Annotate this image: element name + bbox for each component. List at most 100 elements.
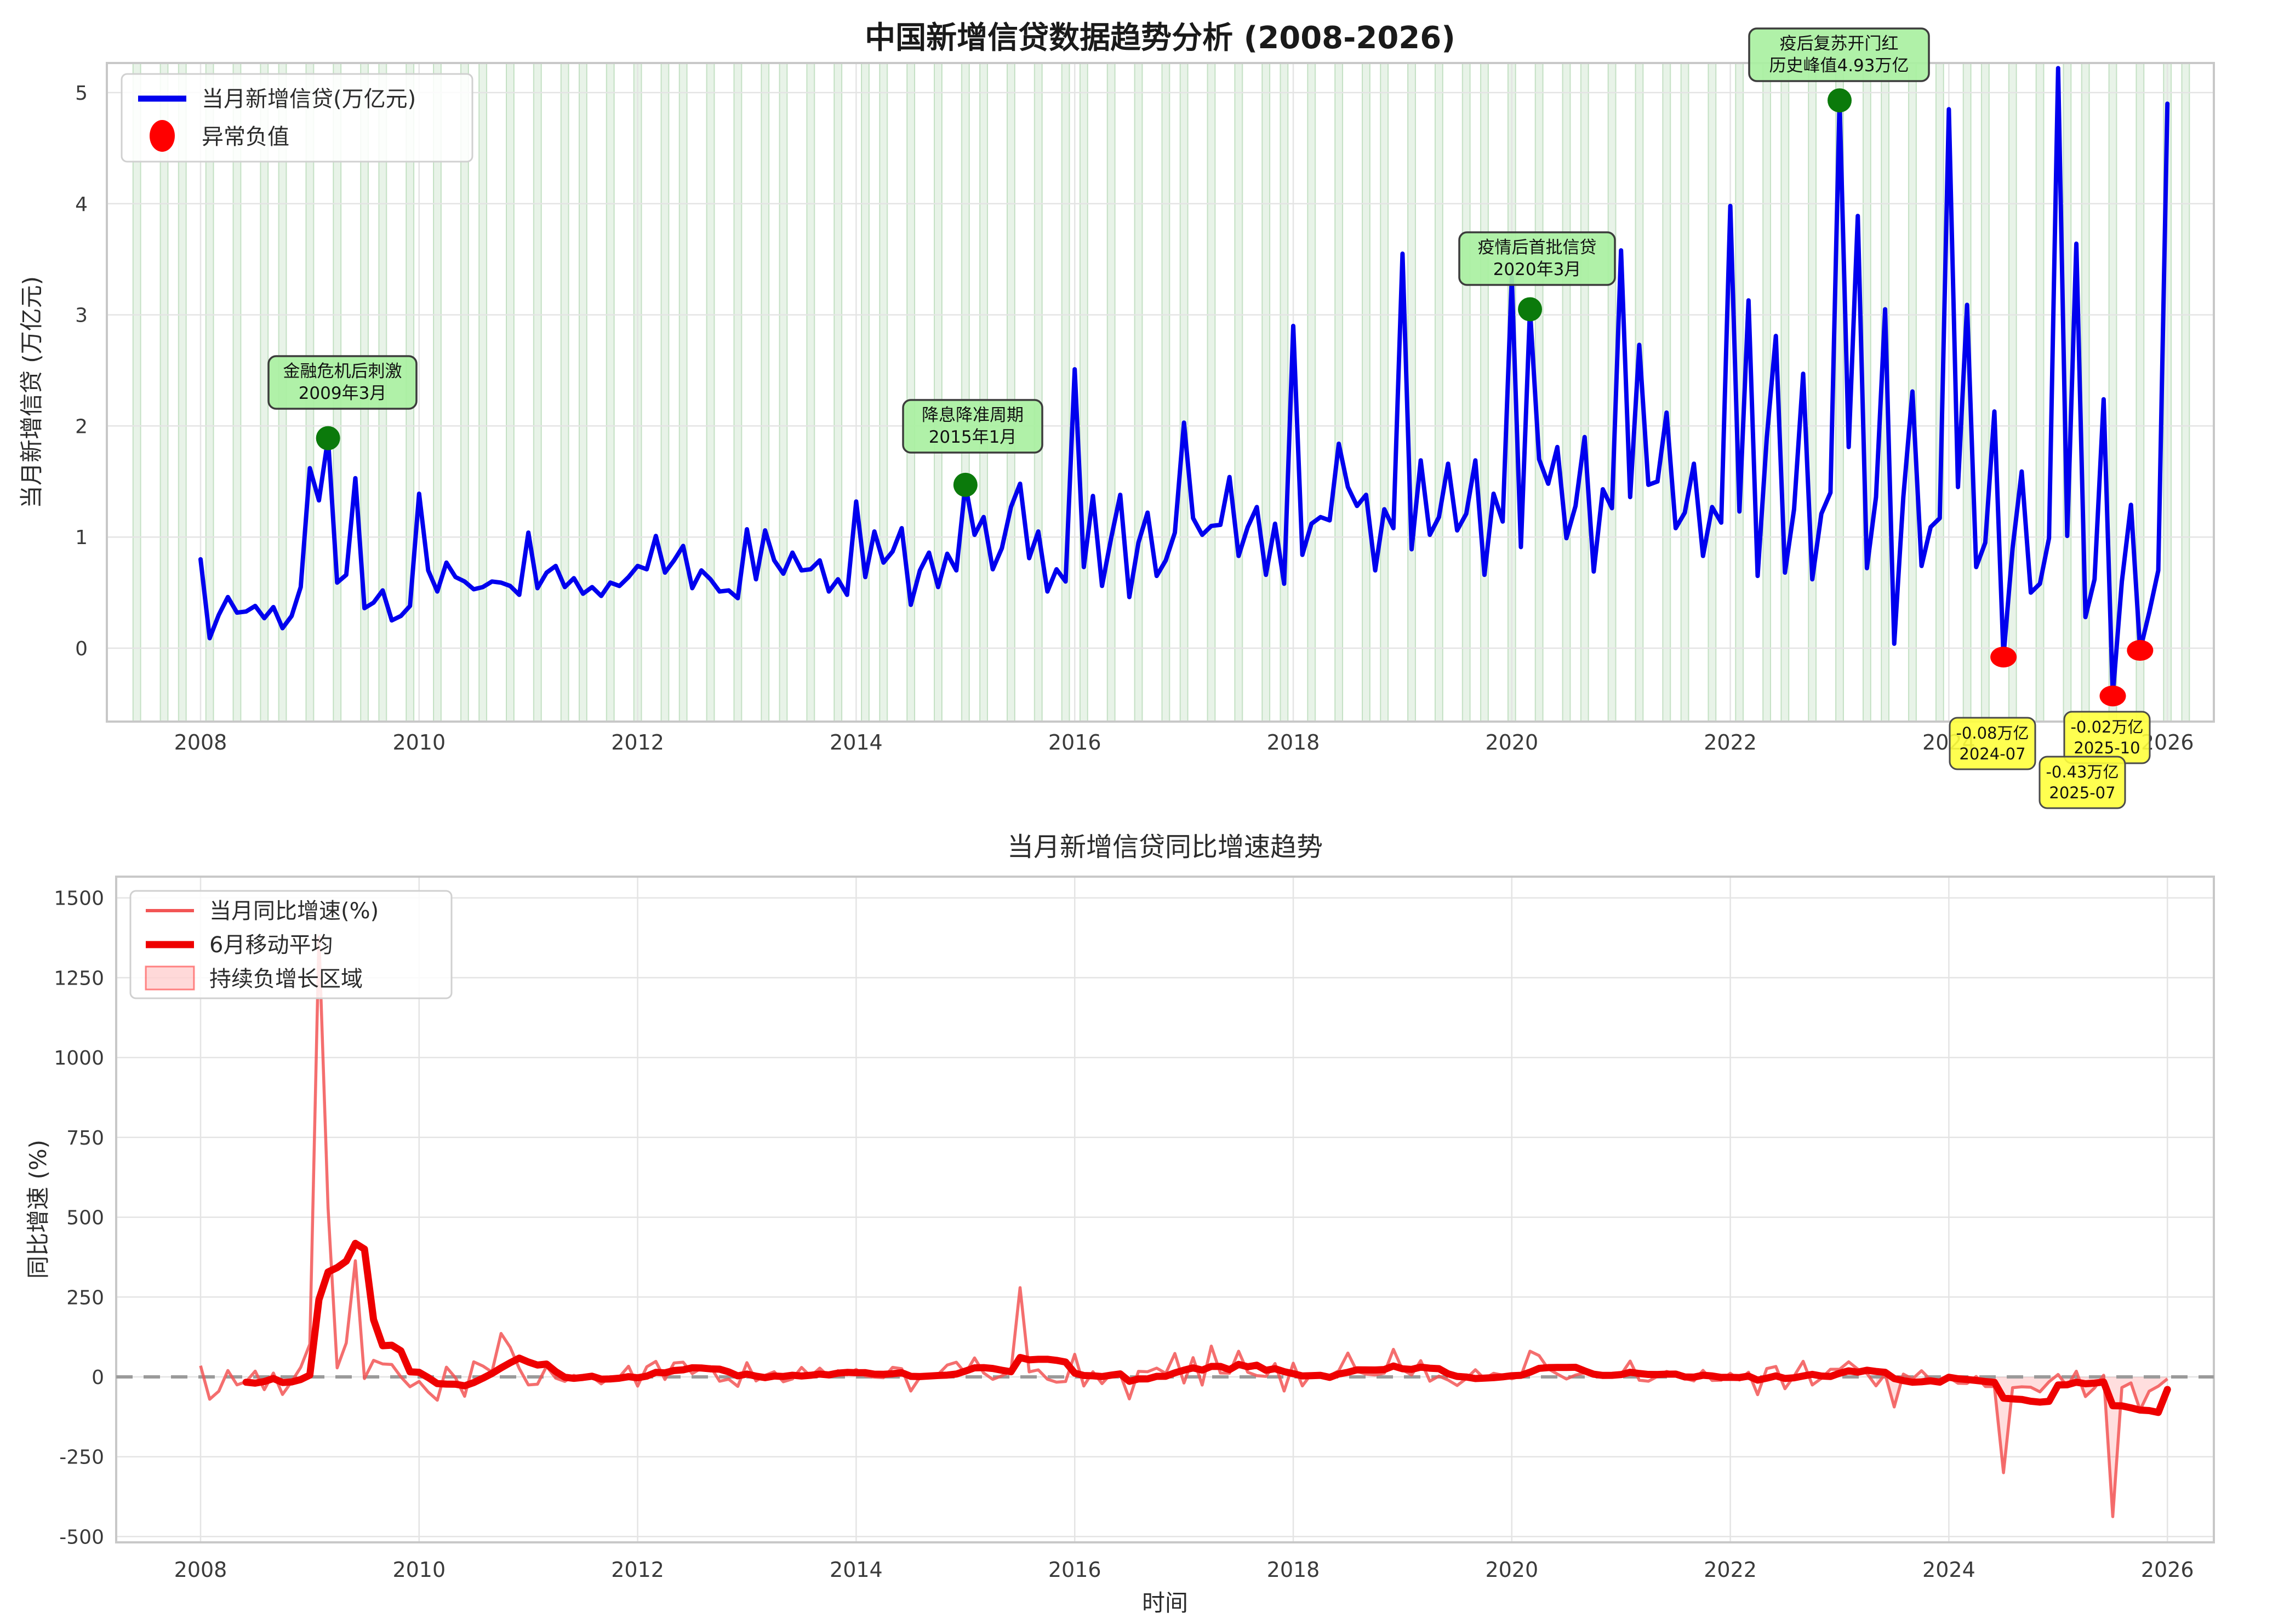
highlight-band	[1581, 63, 1589, 722]
annotation-text: 疫后复苏开门红	[1780, 34, 1899, 54]
bottom-y-tick-label: -250	[59, 1446, 104, 1469]
highlight-band	[779, 63, 787, 722]
top-x-tick-label: 2018	[1267, 730, 1320, 754]
bottom-y-tick-label: -500	[59, 1526, 104, 1548]
annotation-date: 2020年3月	[1493, 260, 1581, 279]
annotation-dot	[1518, 297, 1542, 321]
yoy-line	[201, 937, 2167, 1517]
highlight-band	[1663, 63, 1670, 722]
bottom-legend: 当月同比增速(%) 6月移动平均 持续负增长区域	[130, 891, 452, 998]
bottom-y-tick-label: 1000	[54, 1047, 104, 1070]
anomaly-label-2025-07: -0.43万亿 2025-07	[2040, 757, 2125, 808]
highlight-band	[1135, 63, 1143, 722]
annotation-date: 历史峰值4.93万亿	[1769, 56, 1909, 76]
highlight-band	[479, 63, 487, 722]
annotation-date: 2015年1月	[929, 427, 1017, 447]
top-x-tick-label: 2022	[1704, 730, 1757, 754]
top-y-tick-label: 3	[75, 305, 88, 327]
main-title: 中国新增信贷数据趋势分析 (2008-2026)	[865, 20, 1455, 56]
highlight-band	[1563, 63, 1571, 722]
moving-average-line	[246, 1243, 2167, 1413]
bottom-x-tick-label: 2008	[174, 1558, 227, 1582]
yoy-line-group	[201, 937, 2167, 1517]
highlight-band	[707, 63, 715, 722]
highlight-band	[534, 63, 541, 722]
highlight-band	[506, 63, 514, 722]
top-y-tick-label: 0	[75, 638, 88, 660]
annotation-text: 疫情后首批信贷	[1478, 238, 1597, 258]
bottom-legend-label-yoy: 当月同比增速(%)	[209, 899, 379, 924]
top-x-tick-label: 2020	[1485, 730, 1538, 754]
highlight-band	[934, 63, 942, 722]
highlight-band	[1080, 63, 1088, 722]
highlight-band	[1781, 63, 1789, 722]
top-x-tick-label: 2014	[830, 730, 883, 754]
bottom-y-tick-label: 0	[92, 1366, 104, 1389]
annotation-date: 2009年3月	[299, 384, 387, 403]
top-chart: 2008201020122014201620182020202220242026…	[18, 20, 2214, 808]
bottom-y-tick-label: 750	[66, 1127, 104, 1150]
top-x-ticks: 2008201020122014201620182020202220242026	[174, 730, 2194, 754]
annotation-text: 金融危机后刺激	[283, 362, 402, 381]
highlight-band	[579, 63, 587, 722]
highlight-band	[1162, 63, 1169, 722]
top-y-tick-label: 4	[75, 193, 88, 216]
annotation-box-2009: 金融危机后刺激 2009年3月	[269, 356, 416, 409]
moving-average-group	[246, 1243, 2167, 1413]
highlight-band	[907, 63, 915, 722]
bottom-y-tick-label: 500	[66, 1207, 104, 1230]
top-legend: 当月新增信贷(万亿元) 异常负值	[122, 74, 472, 162]
highlight-band	[1435, 63, 1443, 722]
highlight-band	[861, 63, 869, 722]
anomaly-value: -0.08万亿	[1956, 724, 2029, 742]
top-y-ticks: 012345	[75, 82, 88, 660]
highlight-band	[1107, 63, 1115, 722]
bottom-x-tick-label: 2010	[392, 1558, 446, 1582]
bottom-x-tick-label: 2014	[830, 1558, 883, 1582]
top-x-tick-label: 2008	[174, 730, 227, 754]
highlight-band	[1307, 63, 1315, 722]
annotation-dot	[1828, 88, 1852, 112]
annotation-text: 降息降准周期	[922, 405, 1024, 425]
top-x-tick-label: 2012	[611, 730, 664, 754]
bottom-x-tick-label: 2024	[1922, 1558, 1975, 1582]
highlight-band	[2082, 63, 2089, 722]
bottom-x-tick-label: 2026	[2141, 1558, 2194, 1582]
highlight-band	[561, 63, 569, 722]
highlight-band	[834, 63, 842, 722]
anomaly-date: 2024-07	[1959, 745, 2025, 763]
bottom-legend-label-region: 持续负增长区域	[209, 967, 363, 992]
highlight-band	[761, 63, 769, 722]
bottom-x-tick-label: 2016	[1048, 1558, 1101, 1582]
anomaly-dot	[2100, 685, 2126, 706]
figure: 2008 2010 2012 2014 2016 2018 2020 2022 2024 2026…	[0, 0, 2284, 1624]
bottom-title: 当月新增信贷同比增速趋势	[1007, 832, 1323, 862]
highlight-band	[1207, 63, 1215, 722]
anomaly-value: -0.43万亿	[2046, 763, 2119, 781]
top-x-tick-label: 2010	[392, 730, 446, 754]
annotation-box-2020: 疫情后首批信贷 2020年3月	[1459, 232, 1615, 285]
highlight-band	[2009, 63, 2017, 722]
top-y-axis-label: 当月新增信贷 (万亿元)	[18, 276, 45, 508]
highlight-band	[1380, 63, 1388, 722]
highlight-band	[1681, 63, 1689, 722]
negative-region-legend-swatch	[146, 967, 194, 990]
bottom-y-tick-label: 1500	[54, 888, 104, 910]
bottom-x-tick-label: 2020	[1485, 1558, 1538, 1582]
highlight-band	[607, 63, 614, 722]
highlight-band	[1007, 63, 1015, 722]
anomaly-date: 2025-07	[2049, 784, 2115, 802]
highlight-band	[1062, 63, 1070, 722]
highlight-band	[1463, 63, 1470, 722]
highlight-band	[680, 63, 687, 722]
anomaly-dot	[2127, 640, 2153, 661]
highlight-band	[1808, 63, 1816, 722]
highlight-band	[962, 63, 969, 722]
highlight-band	[661, 63, 669, 722]
credit-trend-charts: 2008 2010 2012 2014 2016 2018 2020 2022 2024 2026…	[0, 0, 2284, 1624]
top-x-tick-label: 2016	[1048, 730, 1101, 754]
anomaly-dot-legend-swatch	[150, 120, 175, 152]
annotation-dot	[316, 426, 340, 450]
highlight-band	[1481, 63, 1488, 722]
highlight-band	[1035, 63, 1042, 722]
